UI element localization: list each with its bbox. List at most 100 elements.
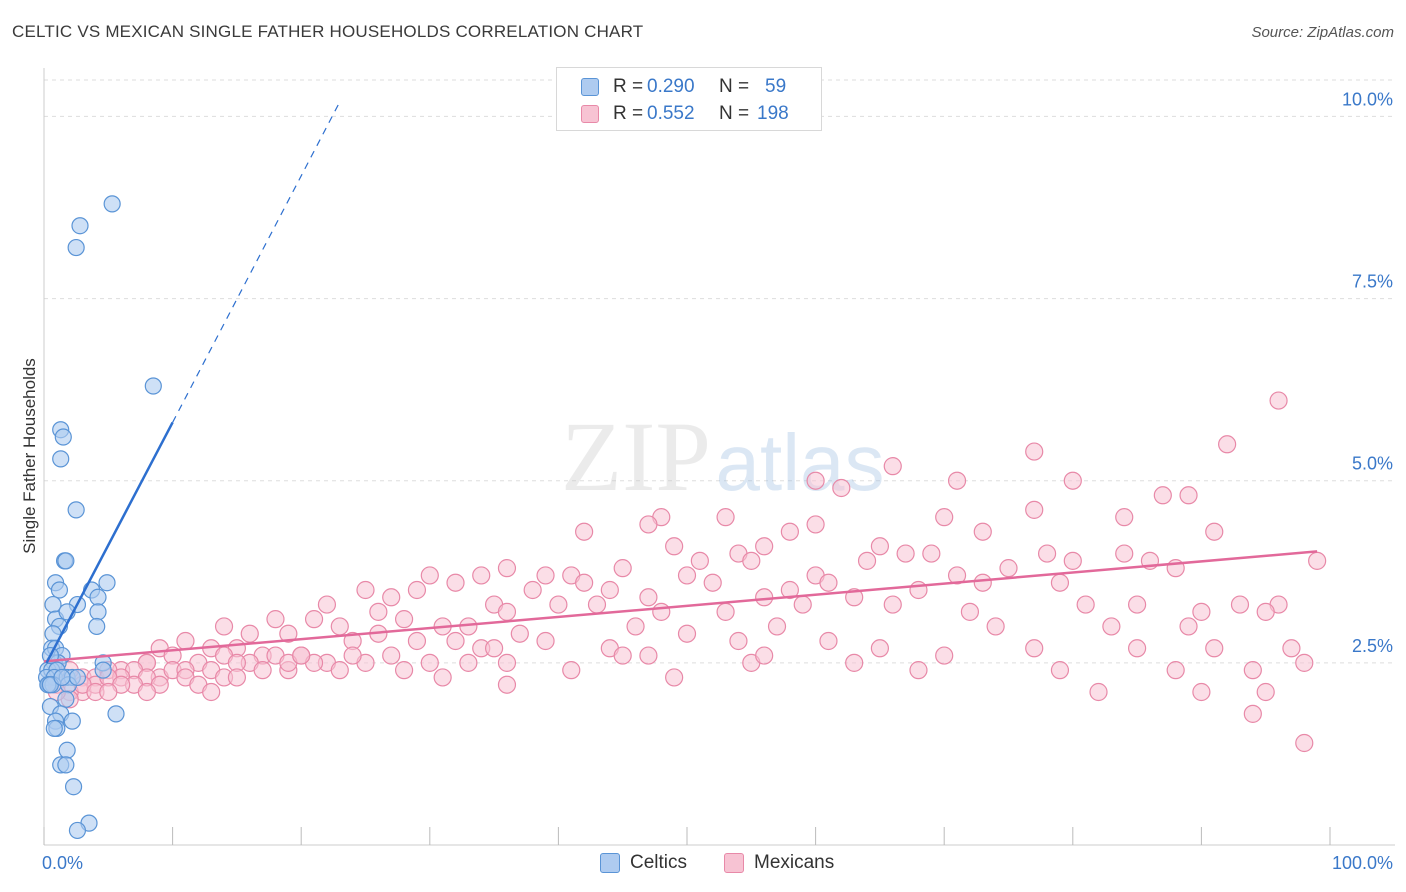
mexicans-point xyxy=(755,537,774,556)
mexicans-point xyxy=(909,580,928,600)
x-tick-label: 0.0% xyxy=(42,853,83,873)
celtics-point xyxy=(58,741,76,759)
mexicans-point xyxy=(947,566,967,585)
y-tick-label: 10.0% xyxy=(1342,89,1393,109)
mexicans-point xyxy=(330,661,349,680)
mexicans-point xyxy=(870,639,890,658)
mexicans-point xyxy=(497,559,517,578)
mexicans-point xyxy=(433,668,452,687)
mexicans-point xyxy=(497,653,517,672)
mexicans-point xyxy=(99,682,118,702)
n-label: N = xyxy=(719,103,750,124)
celtics-point xyxy=(64,778,83,796)
mexicans-point xyxy=(575,573,594,592)
mexicans-point xyxy=(1115,508,1134,527)
mexicans-point xyxy=(716,602,735,621)
celtics-point xyxy=(54,428,72,446)
mexicans-point xyxy=(973,573,992,592)
celtics-point xyxy=(50,581,69,599)
r-value: 0.552 xyxy=(647,103,695,124)
mexicans-point xyxy=(420,653,439,672)
mexicans-point xyxy=(497,675,517,694)
mexicans-point xyxy=(253,661,272,680)
mexicans-point xyxy=(1308,551,1327,570)
mexicans-point xyxy=(1025,500,1044,519)
legend-label: Celtics xyxy=(630,852,688,873)
chart-title: CELTIC VS MEXICAN SINGLE FATHER HOUSEHOL… xyxy=(12,22,644,41)
mexicans-point xyxy=(1192,602,1211,621)
celtics-point xyxy=(144,377,162,395)
mexicans-point xyxy=(1256,602,1275,621)
mexicans-point xyxy=(767,617,787,636)
legend-row-celtics: R = 0.290 N = 59 xyxy=(581,76,786,98)
mexicans-point xyxy=(472,566,491,585)
mexicans-point xyxy=(382,646,401,665)
mexicans-point xyxy=(652,602,671,621)
celtics-point xyxy=(57,552,75,570)
mexicans-point xyxy=(1282,639,1301,658)
mexicans-point xyxy=(575,522,594,541)
mexicans-point xyxy=(947,471,967,490)
mexicans-point xyxy=(780,522,799,541)
mexicans-point xyxy=(1089,682,1108,702)
correlation-legend: R = 0.290 N = 59 R = 0.552 N = 198 xyxy=(556,67,822,131)
mexicans-point xyxy=(819,573,838,592)
mexicans-point xyxy=(1166,661,1185,680)
mexicans-point xyxy=(382,588,401,607)
mexicans-point xyxy=(1037,544,1057,563)
mexicans-point xyxy=(176,631,195,651)
mexicans-point xyxy=(523,580,542,600)
legend-row-mexicans: R = 0.552 N = 198 xyxy=(581,103,789,125)
mexicans-point xyxy=(896,544,915,563)
mexicans-point xyxy=(639,588,658,607)
legend-label: Mexicans xyxy=(754,852,835,873)
mexicans-point xyxy=(202,682,221,702)
mexicans-point xyxy=(639,515,658,534)
mexicans-point xyxy=(1127,595,1147,614)
mexicans-point xyxy=(999,559,1018,578)
celtics-point xyxy=(63,712,81,730)
y-tick-label: 5.0% xyxy=(1352,454,1393,474)
mexicans-point xyxy=(1025,639,1044,658)
mexicans-point xyxy=(755,588,774,607)
r-label: R = xyxy=(613,103,644,124)
celtics-point xyxy=(94,661,112,679)
mexicans-point xyxy=(909,661,928,680)
mexicans-point xyxy=(587,595,607,614)
mexicans-point xyxy=(665,537,684,556)
mexicans-point xyxy=(755,646,774,665)
grid-lines xyxy=(44,79,1395,664)
mexicans-swatch xyxy=(724,853,744,873)
y-tick-label: 7.5% xyxy=(1352,272,1393,292)
mexicans-point xyxy=(330,617,349,636)
mexicans-point xyxy=(973,522,992,541)
mexicans-point xyxy=(1025,442,1044,461)
legend-item-mexicans[interactable]: Mexicans xyxy=(724,852,834,874)
mexicans-point xyxy=(626,617,645,636)
legend-item-celtics[interactable]: Celtics xyxy=(600,852,687,874)
mexicans-point xyxy=(1063,551,1082,570)
mexicans-point xyxy=(549,595,568,614)
mexicans-point xyxy=(1115,544,1134,563)
y-axis-label: Single Father Households xyxy=(20,358,39,554)
n-value: 198 xyxy=(757,103,789,124)
celtics-point xyxy=(71,217,89,235)
mexicans-point xyxy=(935,646,954,665)
mexicans-point xyxy=(407,631,427,651)
mexicans-point xyxy=(793,595,812,614)
mexicans-point xyxy=(497,602,517,621)
mexicans-point xyxy=(304,610,324,629)
mexicans-point xyxy=(729,631,748,651)
mexicans-point xyxy=(883,595,902,614)
mexicans-point xyxy=(394,610,414,629)
celtics-point xyxy=(44,595,62,614)
mexicans-point xyxy=(1076,595,1095,614)
mexicans-point xyxy=(716,508,735,527)
y-tick-label: 2.5% xyxy=(1352,636,1393,656)
source-credit: Source: ZipAtlas.com xyxy=(1251,24,1394,41)
mexicans-point xyxy=(317,595,337,614)
mexicans-point xyxy=(510,624,529,643)
axes xyxy=(43,68,1395,846)
mexicans-point xyxy=(845,588,864,607)
x-tick-label: 100.0% xyxy=(1332,853,1393,873)
